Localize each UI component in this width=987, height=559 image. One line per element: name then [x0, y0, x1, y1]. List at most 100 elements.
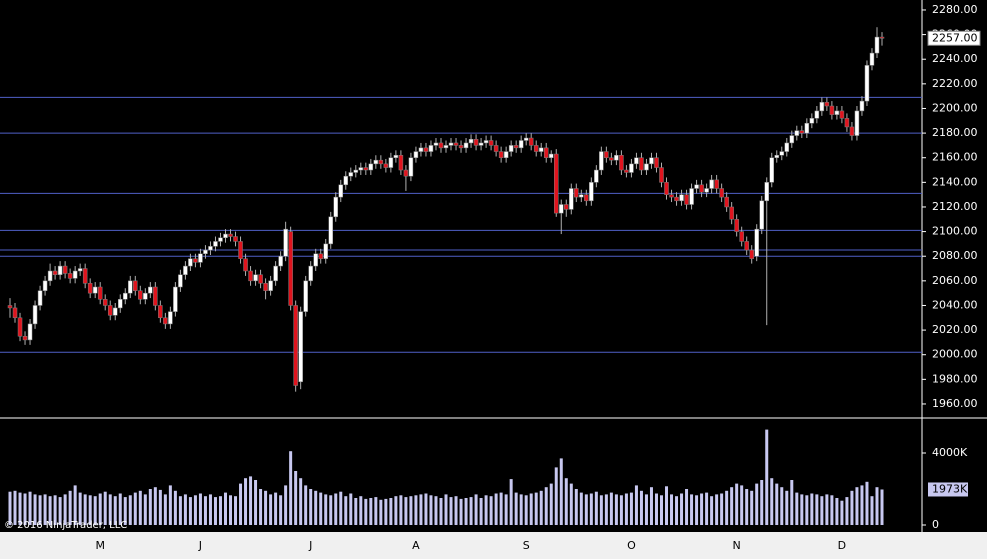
volume-bar [479, 497, 483, 525]
candle-body [358, 167, 364, 171]
x-tick-label: S [523, 539, 530, 552]
volume-bar [188, 497, 192, 525]
volume-bar [439, 497, 443, 525]
x-tick-label: O [627, 539, 636, 552]
candle-body [363, 167, 369, 171]
candle-body [123, 292, 128, 300]
y-tick-label: 2020.00 [932, 323, 978, 336]
volume-bar [474, 494, 478, 525]
volume-bar [695, 495, 699, 525]
volume-bar [324, 494, 328, 525]
candle-body [734, 219, 739, 232]
candle-body [604, 151, 609, 158]
candle-body [263, 283, 268, 291]
candle-body [533, 145, 539, 152]
candle-body [488, 140, 494, 146]
candle-body [308, 265, 313, 282]
volume-bar [369, 497, 373, 525]
volume-bar [249, 476, 253, 525]
volume-bar [198, 493, 202, 525]
candle-body [373, 159, 379, 165]
candle-body [523, 137, 529, 141]
volume-bar [609, 492, 613, 525]
volume-bar [659, 495, 663, 525]
volume-bar [334, 493, 338, 525]
candle-body [448, 142, 454, 146]
candle-body [548, 153, 554, 158]
volume-bar [855, 487, 859, 525]
candle-body [493, 145, 499, 152]
candle-body [789, 135, 795, 144]
candle-body [724, 196, 729, 208]
volume-bar [875, 487, 879, 525]
y-tick-label: 2100.00 [932, 225, 978, 238]
volume-bar [830, 495, 834, 525]
volume-bar [38, 495, 42, 525]
volume-bar [765, 429, 769, 525]
copyright: © 2016 NinjaTrader, LLC [4, 520, 127, 531]
volume-bar [118, 493, 122, 525]
candle-body [538, 147, 544, 152]
candle-body [814, 110, 820, 119]
volume-bar [544, 487, 548, 525]
y-tick-label: 2220.00 [932, 77, 978, 90]
volume-bar [234, 496, 238, 525]
candle-body [288, 231, 293, 306]
volume-bar [98, 493, 102, 525]
volume-bar [28, 491, 32, 525]
candle-body [393, 155, 399, 158]
volume-bar [469, 497, 473, 525]
candle-body [328, 216, 333, 245]
candle-body [674, 196, 679, 202]
volume-bar [509, 479, 513, 525]
volume-bar [229, 495, 233, 525]
candle-body [749, 249, 754, 259]
volume-bar [549, 483, 553, 525]
volume-bar [579, 492, 583, 525]
volume-bar [203, 496, 207, 525]
volume-bar [459, 498, 463, 525]
candle-body [62, 265, 68, 274]
candle-body [759, 200, 764, 230]
candle-body [413, 151, 419, 158]
volume-bar [274, 492, 278, 525]
candle-body [223, 233, 228, 238]
volume-bar [158, 489, 162, 525]
candle-body [443, 145, 449, 149]
volume-bar [344, 496, 348, 525]
x-tick-label: M [95, 539, 105, 552]
volume-bar [494, 493, 498, 525]
volume-bar [424, 493, 428, 525]
volume-bar [148, 488, 152, 525]
candle-body [173, 286, 178, 312]
candle-body [554, 153, 559, 214]
candle-body [839, 110, 845, 119]
volume-bar [309, 488, 313, 525]
volume-bar [559, 458, 563, 525]
candle-body [779, 151, 785, 156]
volume-bar [58, 497, 62, 525]
volume-bar [279, 495, 283, 525]
volume-bar [289, 451, 293, 525]
candle-body [849, 126, 855, 136]
volume-bar [128, 495, 132, 525]
candle-body [112, 307, 118, 316]
candle-body [293, 305, 298, 386]
volume-bar [63, 494, 67, 525]
volume-bar [193, 495, 197, 525]
candle-body [278, 255, 283, 267]
y-tick-label: 2200.00 [932, 101, 978, 114]
volume-bar [123, 497, 127, 525]
candle-body [854, 110, 860, 136]
candle-body [659, 167, 664, 183]
x-tick-label: J [308, 539, 312, 552]
volume-bar [269, 494, 273, 525]
candle-body [453, 142, 459, 146]
candle-body [594, 169, 599, 183]
volume-bar [619, 495, 623, 525]
candle-body [609, 157, 614, 161]
candle-body [629, 163, 634, 173]
candle-body [233, 236, 238, 242]
volume-bar [13, 490, 17, 525]
candle-body [12, 307, 18, 319]
